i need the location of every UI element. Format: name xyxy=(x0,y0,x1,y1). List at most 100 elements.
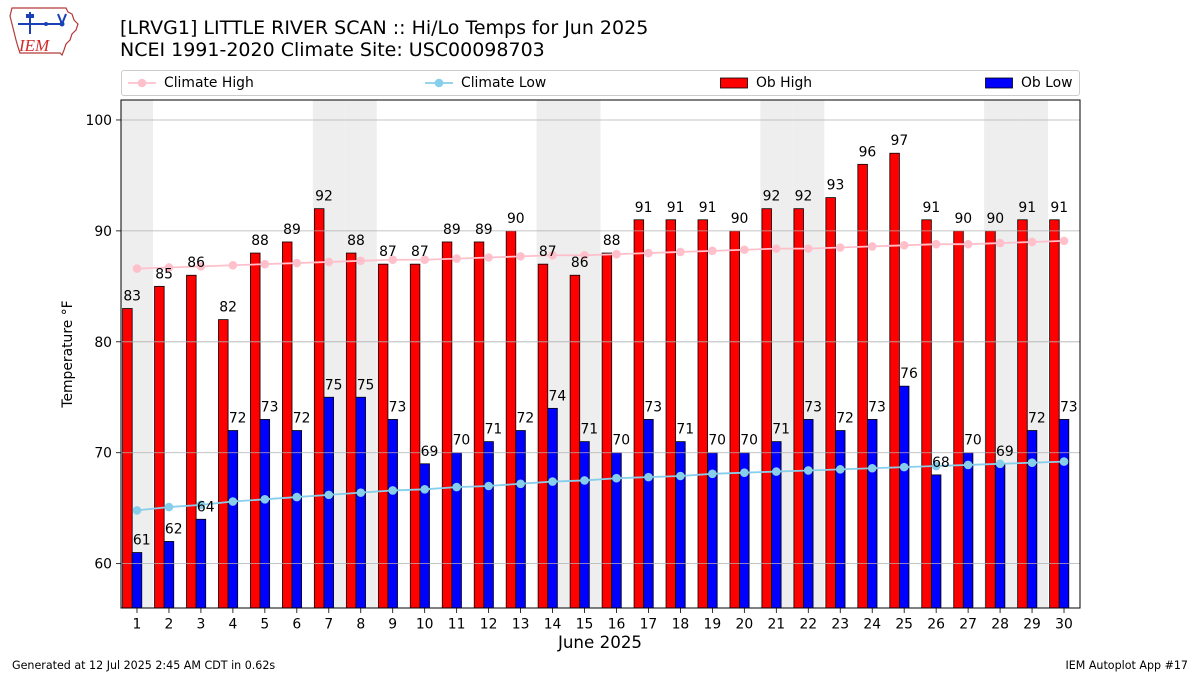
ob-low-label: 68 xyxy=(932,455,950,471)
climate-low-marker xyxy=(867,463,877,473)
ob-high-label: 90 xyxy=(507,211,525,227)
ob-high-bar xyxy=(377,263,389,609)
legend-swatch xyxy=(720,77,748,89)
plot-frame xyxy=(120,99,1081,609)
climate-high-marker xyxy=(292,258,302,268)
ob-high-bar xyxy=(282,241,293,609)
ob-low-bar xyxy=(227,430,239,609)
ob-low-label: 74 xyxy=(549,388,567,404)
climate-high-marker xyxy=(484,253,493,262)
climate-low-line xyxy=(136,460,1065,512)
ob-low-label: 73 xyxy=(1060,399,1078,415)
data-labels-layer: 83 61 85 62 86 64 82 72 88 73 89 72 92 75 88 75 87 73 87 69… xyxy=(123,133,1077,548)
ob-low-bar xyxy=(803,419,814,609)
ob-low-bar xyxy=(483,441,494,609)
x-tick-label: 18 xyxy=(672,617,690,633)
climate-high-line xyxy=(136,239,1065,270)
climate-high-marker xyxy=(835,243,845,252)
gridlines-layer xyxy=(121,119,1080,565)
climate-low-marker xyxy=(484,481,493,491)
ob-low-bar xyxy=(387,419,398,609)
ob-low-bar xyxy=(930,474,942,609)
climate-high-marker xyxy=(803,244,813,253)
climate-high-marker xyxy=(580,250,589,260)
ob-high-bar xyxy=(953,230,964,609)
climate-high-marker xyxy=(995,238,1005,248)
climate-low-marker xyxy=(803,466,813,475)
ob-high-bar xyxy=(537,263,549,609)
ob-high-label: 92 xyxy=(795,189,813,205)
climate-low-marker xyxy=(324,490,334,500)
ob-low-label: 75 xyxy=(325,377,343,393)
ob-high-label: 93 xyxy=(827,178,845,194)
ob-high-bar xyxy=(218,319,229,609)
x-tick-label: 13 xyxy=(512,617,530,633)
ob-low-bar xyxy=(259,419,271,609)
ob-high-bar xyxy=(122,308,133,609)
ob-high-bar xyxy=(1017,219,1028,609)
ob-high-label: 92 xyxy=(763,189,781,205)
ob-high-bar xyxy=(313,208,325,609)
climate-high-marker xyxy=(196,262,206,271)
ob-high-label: 86 xyxy=(187,255,205,271)
climate-low-marker xyxy=(196,500,206,510)
ob-high-label: 91 xyxy=(1018,200,1036,216)
ob-high-label: 90 xyxy=(986,211,1004,227)
climate-low-marker xyxy=(772,467,781,476)
climate-low-marker xyxy=(1059,457,1069,466)
legend-item-ob-low[interactable]: Ob Low xyxy=(985,71,1073,95)
app-credit[interactable]: IEM Autoplot App #17 xyxy=(1065,659,1188,672)
legend-label: Climate Low xyxy=(461,75,547,91)
ob-low-label: 71 xyxy=(485,422,503,438)
climate-low-marker xyxy=(132,506,142,515)
climate-low-marker xyxy=(420,485,429,494)
ob-low-bar xyxy=(835,430,846,609)
ob-high-label: 91 xyxy=(923,200,941,216)
ob-low-label: 73 xyxy=(868,399,886,415)
ob-low-label: 70 xyxy=(740,433,758,449)
x-tick-label: 28 xyxy=(991,617,1009,633)
climate-high-marker xyxy=(899,241,909,250)
x-tick-label: 21 xyxy=(767,617,785,633)
climate-high-marker xyxy=(1027,237,1037,247)
legend-item-climate-high[interactable]: Climate High xyxy=(128,71,254,95)
iem-logo[interactable]: IEM xyxy=(6,4,84,60)
climate-low-marker xyxy=(899,462,909,472)
logo-text: IEM xyxy=(18,36,50,55)
climate-high-marker xyxy=(676,247,685,257)
x-tick-label: 12 xyxy=(480,617,498,633)
climate-high-marker xyxy=(164,263,174,272)
x-tick-label: 23 xyxy=(831,617,849,633)
y-tick-label: 100 xyxy=(85,113,112,129)
x-tick-label: 11 xyxy=(448,617,466,633)
x-tick-label: 5 xyxy=(260,617,269,633)
ob-high-label: 88 xyxy=(251,233,269,249)
ob-low-bar xyxy=(547,407,558,609)
ob-low-label: 73 xyxy=(389,399,407,415)
legend-label: Ob Low xyxy=(1021,75,1073,91)
ob-low-label: 72 xyxy=(1028,411,1046,427)
ob-high-label: 91 xyxy=(1050,200,1068,216)
legend-item-climate-low[interactable]: Climate Low xyxy=(425,71,546,95)
climate-high-marker xyxy=(772,244,781,253)
x-axis-label: June 2025 xyxy=(557,632,642,652)
climate-high-marker xyxy=(452,254,461,263)
climate-high-marker xyxy=(931,239,941,249)
climate-high-marker xyxy=(708,246,717,256)
ob-low-legend-icon xyxy=(985,77,1013,89)
ob-low-label: 75 xyxy=(357,377,375,393)
ob-high-bar xyxy=(601,252,613,609)
climate-low-marker xyxy=(995,459,1005,469)
ob-high-bar xyxy=(729,230,740,609)
legend-item-ob-high[interactable]: Ob High xyxy=(720,71,812,95)
ob-low-label: 69 xyxy=(421,444,439,460)
climate-low-marker xyxy=(452,482,461,492)
climate-low-marker xyxy=(228,497,238,506)
legend-swatch xyxy=(985,77,1013,89)
legend-label: Climate High xyxy=(164,75,254,91)
x-tick-label: 22 xyxy=(799,617,817,633)
climate-low-marker xyxy=(1027,458,1037,467)
ob-low-label: 62 xyxy=(165,521,183,537)
